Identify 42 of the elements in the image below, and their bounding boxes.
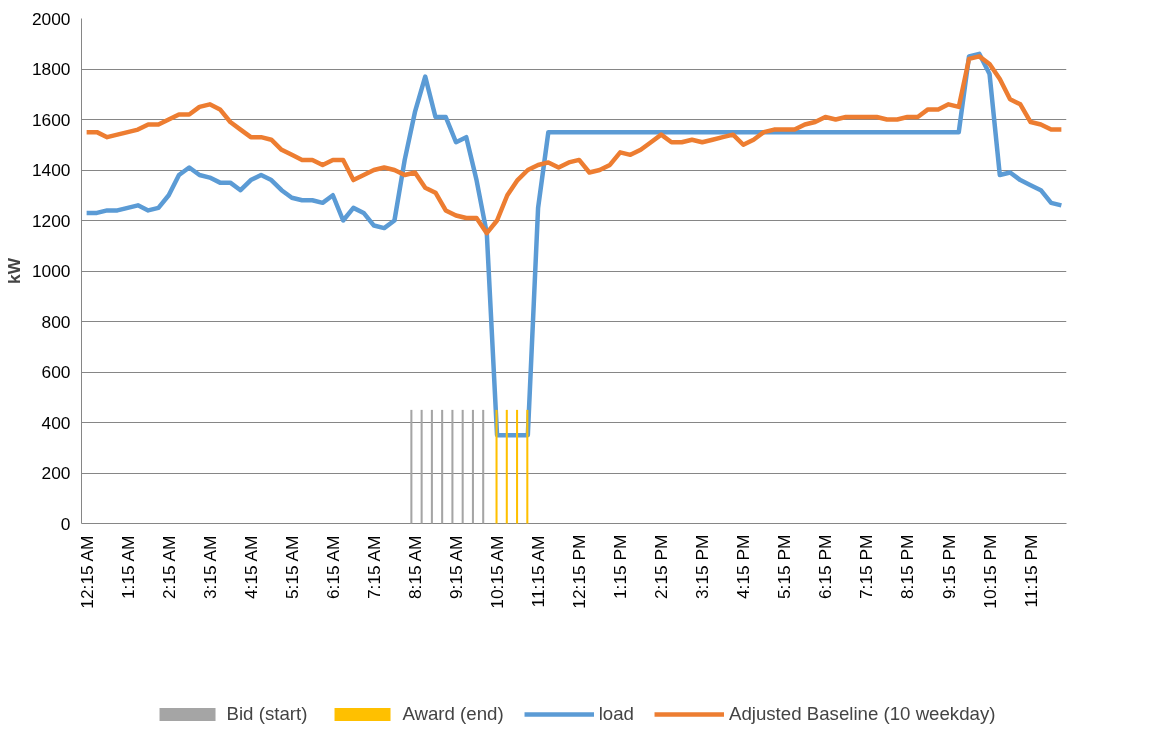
x-tick-label: 1:15 PM — [610, 534, 631, 600]
x-tick-label: 10:15 AM — [487, 535, 508, 609]
y-tick-label: 200 — [41, 463, 71, 483]
x-tick-label: 9:15 PM — [938, 534, 959, 600]
x-tick-label: 8:15 PM — [897, 534, 918, 600]
y-tick-label: 0 — [60, 513, 71, 534]
line-series — [84, 54, 1064, 236]
y-tick-label: 1600 — [31, 109, 71, 130]
x-tick-label: 12:15 AM — [76, 535, 97, 609]
legend-label: load — [598, 702, 634, 725]
x-tick-label: 5:15 AM — [281, 535, 302, 600]
x-tick-label: 2:15 PM — [651, 534, 672, 600]
y-tick-label: 600 — [41, 362, 71, 382]
x-tick-label: 9:15 AM — [446, 535, 467, 600]
x-tick-label: 4:15 AM — [240, 535, 261, 600]
x-tick-label: 8:15 AM — [404, 535, 425, 600]
x-tick-label: 6:15 PM — [815, 534, 836, 600]
x-tick-label: 3:15 PM — [692, 534, 713, 600]
y-tick-label: 800 — [41, 311, 71, 332]
y-tick-label: 2000 — [31, 8, 71, 29]
x-tick-label: 6:15 AM — [322, 535, 343, 600]
y-tick-label: 1800 — [31, 59, 71, 79]
y-tick-label: 1200 — [31, 210, 71, 231]
x-tick-label: 1:15 AM — [117, 535, 138, 600]
y-tick-label: 1400 — [31, 160, 71, 180]
x-tick-label: 3:15 AM — [199, 535, 220, 600]
x-tick-label: 2:15 AM — [158, 535, 179, 600]
y-axis-title: kW — [3, 257, 24, 284]
legend-label: Award (end) — [402, 702, 504, 725]
x-tick-label: 11:15 PM — [1020, 534, 1041, 608]
x-tick-label: 11:15 AM — [528, 535, 549, 608]
x-tick-label: 5:15 PM — [774, 534, 795, 600]
line-series — [84, 51, 1064, 438]
legend-label: Bid (start) — [226, 702, 308, 725]
y-tick-label: 1000 — [31, 261, 71, 281]
x-tick-label: 7:15 PM — [856, 534, 877, 600]
x-tick-label: 12:15 PM — [569, 534, 590, 609]
x-tick-label: 7:15 AM — [363, 535, 384, 600]
x-tick-label: 4:15 PM — [733, 534, 754, 600]
legend-label: Adjusted Baseline (10 weekday) — [728, 702, 996, 725]
y-tick-label: 400 — [41, 412, 71, 433]
x-tick-label: 10:15 PM — [979, 534, 1000, 609]
